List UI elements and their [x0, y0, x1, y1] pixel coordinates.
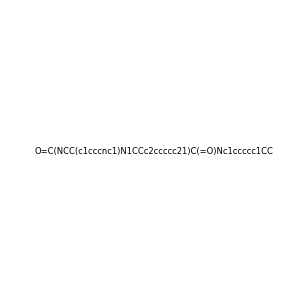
- Text: O=C(NCC(c1cccnc1)N1CCc2ccccc21)C(=O)Nc1ccccc1CC: O=C(NCC(c1cccnc1)N1CCc2ccccc21)C(=O)Nc1c…: [34, 147, 273, 156]
